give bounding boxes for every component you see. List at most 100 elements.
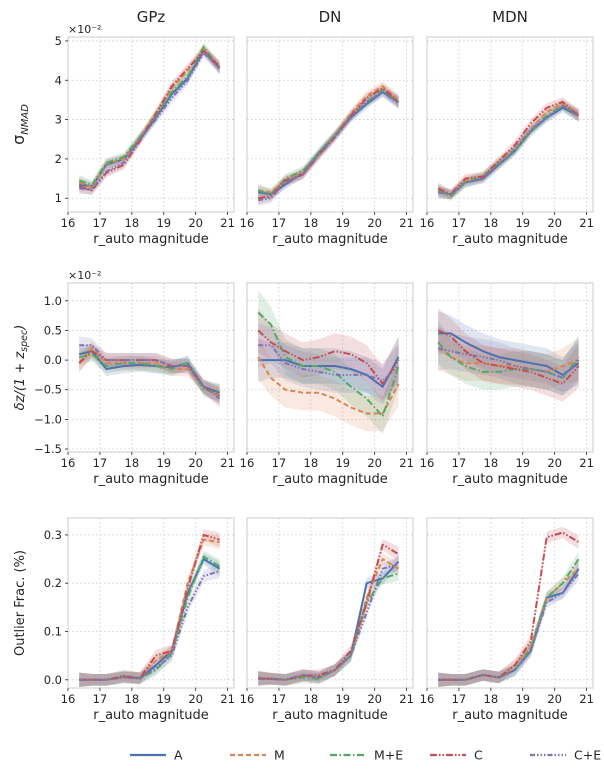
series-line-c-plus-e	[438, 572, 580, 681]
x-axis-label: r_auto magnitude	[93, 232, 209, 247]
series-line-m-plus-e	[257, 311, 400, 418]
legend-label-c-plus-e: C+E	[574, 748, 601, 763]
x-tick-label: 19	[335, 456, 350, 470]
x-tick-label: 16	[61, 216, 76, 230]
x-tick-label: 16	[420, 216, 435, 230]
legend-label-m: M	[274, 748, 285, 763]
series-line-m-plus-e	[257, 89, 400, 196]
x-axis-label: r_auto magnitude	[272, 232, 388, 247]
panel-frame	[426, 36, 594, 213]
legend-label-c: C	[474, 748, 483, 763]
plot-area	[437, 97, 580, 201]
band-c	[79, 46, 220, 196]
x-tick-label: 16	[420, 456, 435, 470]
panel-r1-c1: 16 17 18 19 20 21 r_auto magnitude 1 2 3 4 5	[55, 34, 235, 247]
y-tick-label: −0.5	[34, 383, 62, 397]
y-tick-label: 3	[55, 113, 62, 127]
x-tick-label: 20	[367, 692, 382, 706]
x-tick-label: 21	[579, 216, 594, 230]
x-tick-label: 19	[515, 216, 530, 230]
x-tick-label: 21	[220, 692, 235, 706]
series-line-m	[257, 356, 400, 415]
x-tick-label: 17	[272, 456, 287, 470]
legend: A M M+E C C+E	[130, 748, 601, 763]
band-c-plus-e	[438, 101, 579, 199]
panel-r2-c3: 16 17 18 19 20 21 r_auto magnitude	[420, 282, 594, 487]
y-tick-label: 4	[55, 73, 62, 87]
x-tick-label: 21	[220, 456, 235, 470]
band-a	[438, 311, 579, 393]
band-c-plus-e	[258, 556, 399, 686]
x-tick-label: 17	[272, 692, 287, 706]
band-c-plus-e	[79, 563, 220, 687]
x-tick-label: 17	[272, 216, 287, 230]
y-tick-label: −1.5	[34, 442, 62, 456]
x-tick-label: 18	[125, 216, 140, 230]
series-line-c	[257, 329, 400, 385]
x-tick-label: 17	[93, 216, 108, 230]
panel-r2-c2: 16 17 18 19 20 21 r_auto magnitude	[240, 282, 414, 487]
x-axis-label: r_auto magnitude	[272, 708, 388, 723]
x-tick-label: 21	[399, 216, 414, 230]
band-a	[438, 561, 579, 687]
y-tick-label: 1	[55, 191, 62, 205]
x-tick-label: 17	[93, 456, 108, 470]
x-tick-label: 18	[304, 456, 319, 470]
plot-area	[438, 526, 580, 687]
series-line-c-plus-e	[437, 347, 580, 379]
panel-frame	[246, 517, 414, 689]
y-tick-label: 2	[55, 152, 62, 166]
x-tick-label: 18	[484, 456, 499, 470]
x-tick-label: 16	[61, 692, 76, 706]
series-line-c	[78, 49, 221, 192]
band-c-plus-e	[438, 566, 579, 687]
plot-area	[437, 308, 580, 402]
x-tick-label: 21	[220, 216, 235, 230]
series-line-c	[78, 350, 221, 397]
x-tick-label: 16	[61, 456, 76, 470]
plot-area	[257, 290, 400, 435]
panel-frame	[246, 282, 414, 453]
x-tick-label: 21	[399, 456, 414, 470]
y-tick-label: 0.3	[44, 528, 62, 542]
y-axis-label-row-2: δz/(1 + zspec)	[13, 325, 30, 411]
plot-area	[258, 538, 400, 686]
band-c-plus-e	[79, 336, 220, 408]
x-tick-label: 21	[579, 456, 594, 470]
y-tick-label: 0.1	[44, 624, 62, 638]
band-m-plus-e	[79, 42, 220, 190]
x-axis-label: r_auto magnitude	[452, 472, 568, 487]
panel-frame	[67, 282, 235, 453]
series-line-c-plus-e	[79, 51, 221, 191]
column-title-dn: DN	[319, 8, 342, 26]
series-line-c-plus-e	[438, 104, 580, 196]
panel-r1-c2: 16 17 18 19 20 21 r_auto magnitude	[240, 36, 414, 247]
plot-area	[79, 529, 221, 687]
x-tick-label: 17	[93, 692, 108, 706]
series-line-c-plus-e	[258, 562, 399, 681]
x-tick-label: 20	[547, 216, 562, 230]
panel-frame	[67, 517, 235, 689]
band-m	[438, 99, 579, 200]
band-c-plus-e	[258, 323, 399, 399]
band-a	[438, 103, 579, 199]
x-tick-label: 16	[240, 692, 255, 706]
panel-r1-c3: 16 17 18 19 20 21 r_auto magnitude	[420, 36, 594, 247]
series-line-c	[437, 329, 580, 385]
plot-area	[78, 42, 221, 196]
x-tick-label: 21	[399, 692, 414, 706]
x-tick-label: 17	[452, 692, 467, 706]
band-m	[79, 341, 220, 405]
x-tick-label: 20	[188, 692, 203, 706]
y-axis-label-row-3: Outlier Frac. (%)	[13, 550, 28, 656]
x-tick-label: 18	[484, 216, 499, 230]
panel-r3-c2: 16 17 18 19 20 21 r_auto magnitude	[240, 517, 414, 723]
x-tick-label: 20	[547, 456, 562, 470]
axis-multiplier-row-1: ×10⁻²	[68, 23, 101, 36]
panel-frame	[246, 36, 414, 213]
x-axis-label: r_auto magnitude	[452, 232, 568, 247]
x-tick-label: 19	[156, 456, 171, 470]
x-tick-label: 18	[304, 216, 319, 230]
legend-label-m-plus-e: M+E	[374, 748, 403, 763]
